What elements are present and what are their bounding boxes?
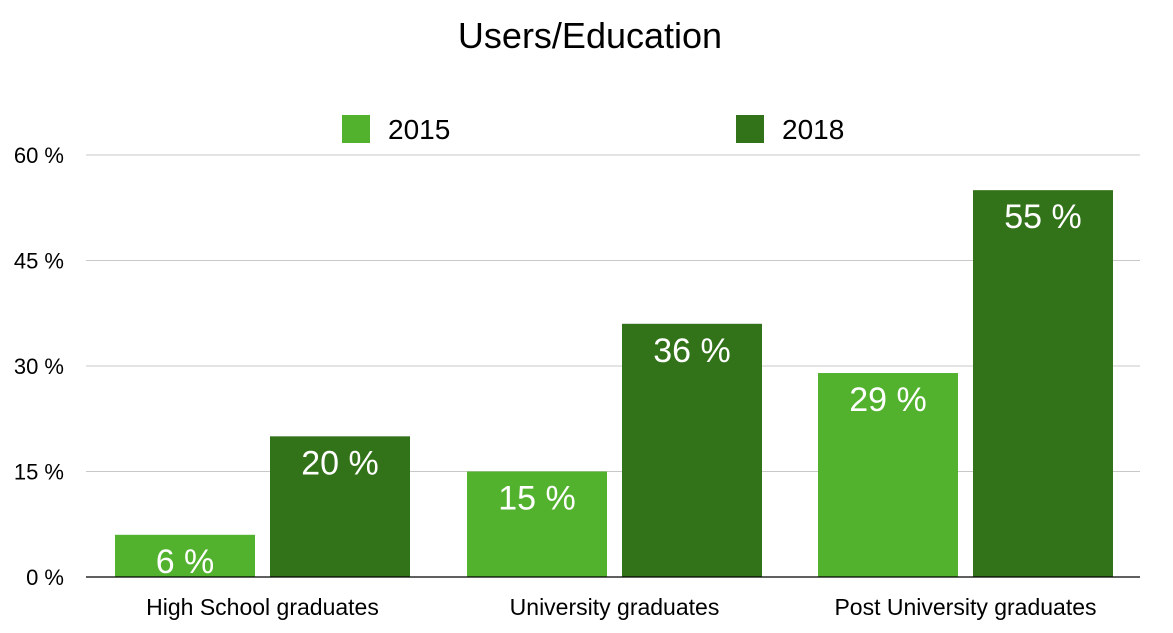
y-tick-label: 0 % <box>26 565 64 590</box>
x-axis: High School graduates University graduate… <box>86 576 1140 620</box>
data-label: 29 % <box>849 381 927 419</box>
bar-2015-1 <box>467 471 607 577</box>
y-tick-label: 15 % <box>14 460 64 485</box>
data-label: 55 % <box>1004 198 1082 236</box>
x-tick-label: Post University graduates <box>834 594 1096 620</box>
data-label: 20 % <box>301 444 379 482</box>
y-tick-label: 45 % <box>14 249 64 274</box>
data-label: 15 % <box>498 480 576 518</box>
x-tick-label: University graduates <box>510 594 720 620</box>
y-tick-label: 60 % <box>14 143 64 168</box>
x-tick-label: High School graduates <box>146 594 379 620</box>
bar-2018-1 <box>622 323 762 577</box>
legend-label: 2015 <box>388 114 450 145</box>
legend: 2015 2018 <box>342 114 844 145</box>
bars: 6 % 20 % 15 % 36 % 29 % 55 % <box>115 190 1113 581</box>
legend-label: 2018 <box>782 114 844 145</box>
gridlines <box>86 154 1140 472</box>
bar-2018-2 <box>973 190 1113 577</box>
legend-swatch-2018 <box>736 115 764 143</box>
data-label: 6 % <box>156 543 215 581</box>
chart-title: Users/Education <box>458 15 722 56</box>
y-axis: 0 % 15 % 30 % 45 % 60 % <box>14 143 64 590</box>
bar-2015-2 <box>818 373 958 577</box>
data-label: 36 % <box>653 332 731 370</box>
bar-2015-0 <box>115 534 255 577</box>
y-tick-label: 30 % <box>14 354 64 379</box>
legend-swatch-2015 <box>342 115 370 143</box>
bar-2018-0 <box>270 436 410 577</box>
